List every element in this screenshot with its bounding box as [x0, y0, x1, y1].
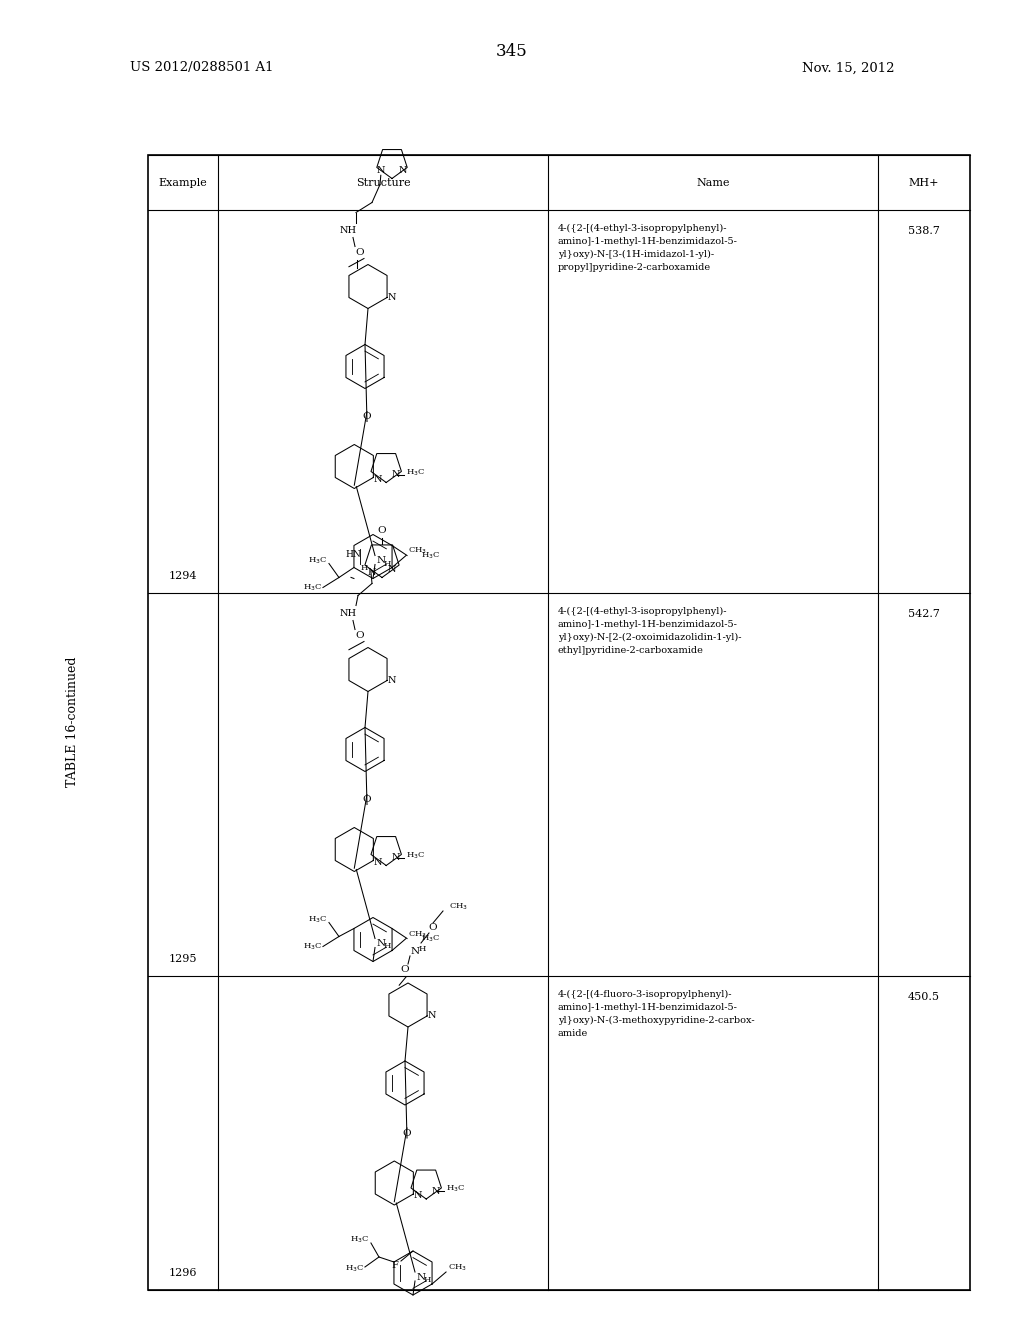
Text: N: N: [377, 556, 386, 565]
Text: NH: NH: [339, 226, 356, 235]
Text: Name: Name: [696, 177, 730, 187]
Text: H$_3$C: H$_3$C: [303, 941, 323, 952]
Text: H$_3$C: H$_3$C: [308, 556, 328, 566]
Text: H$_3$C: H$_3$C: [406, 850, 425, 861]
Text: O: O: [355, 248, 365, 257]
Text: H$_3$C: H$_3$C: [421, 550, 440, 561]
Text: N: N: [374, 858, 382, 867]
Text: 4-({2-[(4-ethyl-3-isopropylphenyl)-: 4-({2-[(4-ethyl-3-isopropylphenyl)-: [558, 224, 727, 234]
Text: 4-({2-[(4-fluoro-3-isopropylphenyl)-: 4-({2-[(4-fluoro-3-isopropylphenyl)-: [558, 990, 732, 999]
Text: amino]-1-methyl-1H-benzimidazol-5-: amino]-1-methyl-1H-benzimidazol-5-: [558, 1003, 738, 1012]
Text: H: H: [360, 564, 368, 572]
Text: H$_3$C: H$_3$C: [421, 933, 440, 944]
Text: N: N: [377, 166, 385, 176]
Text: amino]-1-methyl-1H-benzimidazol-5-: amino]-1-methyl-1H-benzimidazol-5-: [558, 620, 738, 630]
Text: yl}oxy)-N-[2-(2-oxoimidazolidin-1-yl)-: yl}oxy)-N-[2-(2-oxoimidazolidin-1-yl)-: [558, 634, 741, 642]
Text: yl}oxy)-N-(3-methoxypyridine-2-carbox-: yl}oxy)-N-(3-methoxypyridine-2-carbox-: [558, 1016, 755, 1026]
Text: yl}oxy)-N-[3-(1H-imidazol-1-yl)-: yl}oxy)-N-[3-(1H-imidazol-1-yl)-: [558, 249, 714, 259]
Text: Example: Example: [159, 177, 208, 187]
Text: H: H: [424, 1276, 431, 1284]
Text: N: N: [377, 939, 386, 948]
Text: N: N: [417, 1272, 426, 1282]
Text: H: H: [384, 560, 391, 568]
Text: H$_3$C: H$_3$C: [350, 1234, 370, 1245]
Text: 345: 345: [496, 44, 528, 61]
Text: amide: amide: [558, 1030, 588, 1038]
Text: N: N: [391, 853, 400, 862]
Text: Nov. 15, 2012: Nov. 15, 2012: [802, 62, 894, 74]
Text: N: N: [388, 293, 396, 302]
Text: N: N: [387, 565, 396, 574]
Text: N: N: [411, 946, 420, 956]
Bar: [148, 154, 970, 1290]
Text: O: O: [402, 1129, 412, 1138]
Text: ethyl]pyridine-2-carboxamide: ethyl]pyridine-2-carboxamide: [558, 645, 703, 655]
Text: H$_3$C: H$_3$C: [303, 582, 323, 593]
Text: N: N: [388, 676, 396, 685]
Text: O: O: [400, 965, 410, 974]
Text: amino]-1-methyl-1H-benzimidazol-5-: amino]-1-methyl-1H-benzimidazol-5-: [558, 238, 738, 246]
Text: O: O: [429, 923, 437, 932]
Text: HN: HN: [345, 550, 361, 558]
Text: CH$_3$: CH$_3$: [408, 545, 427, 556]
Text: 4-({2-[(4-ethyl-3-isopropylphenyl)-: 4-({2-[(4-ethyl-3-isopropylphenyl)-: [558, 607, 727, 616]
Text: 1294: 1294: [169, 572, 198, 581]
Text: N: N: [391, 470, 400, 479]
Text: N: N: [374, 475, 382, 484]
Text: N: N: [368, 568, 376, 577]
Text: N: N: [399, 166, 408, 176]
Text: propyl]pyridine-2-carboxamide: propyl]pyridine-2-carboxamide: [558, 263, 711, 272]
Text: 1296: 1296: [169, 1269, 198, 1278]
Text: O: O: [362, 412, 372, 421]
Text: N: N: [414, 1191, 423, 1200]
Text: US 2012/0288501 A1: US 2012/0288501 A1: [130, 62, 273, 74]
Text: MH+: MH+: [908, 177, 939, 187]
Text: H: H: [384, 942, 391, 950]
Text: TABLE 16-continued: TABLE 16-continued: [66, 657, 79, 787]
Text: H$_3$C: H$_3$C: [445, 1184, 465, 1195]
Text: CH$_3$: CH$_3$: [449, 902, 468, 912]
Text: 1295: 1295: [169, 954, 198, 964]
Text: 538.7: 538.7: [908, 226, 940, 236]
Text: O: O: [378, 525, 386, 535]
Text: N: N: [431, 1187, 440, 1196]
Text: Structure: Structure: [355, 177, 411, 187]
Text: N: N: [428, 1011, 436, 1020]
Text: NH: NH: [339, 609, 356, 618]
Text: F: F: [391, 1261, 398, 1270]
Text: H: H: [419, 945, 426, 953]
Text: H$_3$C: H$_3$C: [345, 1263, 365, 1274]
Text: O: O: [355, 631, 365, 640]
Text: O: O: [362, 795, 372, 804]
Text: H$_3$C: H$_3$C: [308, 915, 328, 925]
Text: H$_3$C: H$_3$C: [406, 467, 425, 478]
Text: 450.5: 450.5: [908, 993, 940, 1002]
Text: CH$_3$: CH$_3$: [449, 1263, 467, 1274]
Text: CH$_3$: CH$_3$: [408, 929, 427, 940]
Text: 542.7: 542.7: [908, 609, 940, 619]
